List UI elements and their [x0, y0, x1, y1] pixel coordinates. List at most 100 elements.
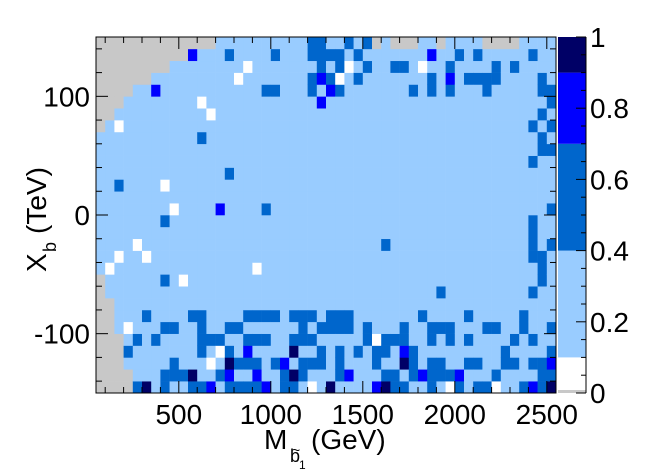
heatmap-cell: [206, 96, 216, 109]
heatmap-cell: [298, 203, 308, 216]
heatmap-cell: [307, 381, 318, 394]
heatmap-cell: [178, 155, 189, 168]
heatmap-cell: [289, 191, 299, 204]
heatmap-cell: [206, 167, 216, 180]
heatmap-cell: [243, 120, 253, 133]
heatmap-cell: [270, 298, 281, 311]
heatmap-cell: [316, 96, 327, 109]
heatmap-cell: [445, 155, 456, 168]
heatmap-cell: [427, 262, 437, 275]
heatmap-cell: [105, 96, 115, 109]
heatmap-cell: [372, 215, 382, 228]
heatmap-cell: [289, 167, 299, 180]
heatmap-cell: [445, 203, 456, 216]
heatmap-cell: [169, 298, 180, 311]
heatmap-cell: [280, 215, 290, 228]
heatmap-cell: [215, 226, 226, 240]
heatmap-cell: [169, 226, 180, 240]
color-scale-tick-label: 0.2: [590, 307, 629, 338]
heatmap-cell: [142, 321, 152, 334]
heatmap-cell: [169, 333, 180, 346]
heatmap-cell: [243, 203, 253, 216]
heatmap-cell: [298, 250, 308, 263]
heatmap-cell: [482, 357, 492, 370]
heatmap-cell: [252, 143, 262, 156]
heatmap-cell: [206, 238, 216, 251]
heatmap-cell: [418, 84, 428, 97]
heatmap-cell: [160, 309, 170, 323]
heatmap-cell: [114, 333, 124, 346]
heatmap-cell: [114, 179, 124, 192]
heatmap-cell: [436, 131, 446, 145]
heatmap-cell: [408, 120, 419, 133]
heatmap-cell: [178, 167, 189, 180]
heatmap-cell: [344, 298, 354, 311]
heatmap-cell: [169, 131, 180, 145]
heatmap-cell: [215, 72, 226, 85]
heatmap-cell: [151, 369, 161, 382]
heatmap-cell: [96, 120, 106, 133]
heatmap-cell: [289, 131, 299, 145]
heatmap-cell: [142, 203, 152, 216]
heatmap-cell: [298, 369, 308, 382]
heatmap-cell: [335, 179, 345, 192]
heatmap-cell: [335, 60, 345, 73]
heatmap-cell: [160, 250, 170, 263]
heatmap-cell: [307, 298, 318, 311]
heatmap-cell: [546, 333, 557, 346]
heatmap-cell: [372, 274, 382, 287]
heatmap-cell: [335, 96, 345, 109]
heatmap-cell: [96, 357, 106, 370]
heatmap-cell: [298, 84, 308, 97]
heatmap-cell: [169, 238, 180, 251]
heatmap-cell: [197, 215, 207, 228]
heatmap-cell: [344, 286, 354, 299]
heatmap-cell: [510, 179, 520, 192]
heatmap-cell: [510, 381, 520, 394]
heatmap-cell: [243, 108, 253, 121]
heatmap-cell: [473, 309, 483, 323]
heatmap-cell: [215, 250, 226, 263]
heatmap-cell: [169, 215, 180, 228]
heatmap-cell: [326, 286, 336, 299]
heatmap-cell: [215, 60, 226, 73]
heatmap-cell: [188, 72, 198, 85]
heatmap-cell: [362, 179, 373, 192]
heatmap-cell: [142, 108, 152, 121]
heatmap-cell: [546, 357, 557, 370]
heatmap-cell: [96, 381, 106, 394]
heatmap-cell: [316, 60, 327, 73]
heatmap-cell: [178, 37, 189, 50]
heatmap-cell: [96, 191, 106, 204]
heatmap-cell: [482, 72, 492, 85]
heatmap-cell: [454, 262, 465, 275]
heatmap-cell: [335, 381, 345, 394]
heatmap-cell: [399, 250, 410, 263]
heatmap-cell: [546, 120, 557, 133]
heatmap-cell: [151, 37, 161, 50]
heatmap-cell: [427, 143, 437, 156]
heatmap-cell: [362, 60, 373, 73]
heatmap-cell: [261, 84, 272, 97]
heatmap-cell: [436, 274, 446, 287]
heatmap-cell: [427, 179, 437, 192]
heatmap-cell: [215, 179, 226, 192]
heatmap-cell: [353, 72, 364, 85]
heatmap-cell: [326, 84, 336, 97]
heatmap-cell: [353, 143, 364, 156]
heatmap-cell: [188, 262, 198, 275]
heatmap-cell: [528, 167, 538, 180]
heatmap-cell: [510, 286, 520, 299]
heatmap-cell: [234, 84, 244, 97]
heatmap-cell: [381, 108, 391, 121]
heatmap-cell: [344, 84, 354, 97]
heatmap-cell: [270, 203, 281, 216]
heatmap-cell: [491, 345, 502, 358]
heatmap-cell: [298, 262, 308, 275]
heatmap-cell: [418, 191, 428, 204]
heatmap-cell: [353, 345, 364, 358]
heatmap-cell: [491, 143, 502, 156]
heatmap-cell: [335, 250, 345, 263]
heatmap-cell: [307, 369, 318, 382]
heatmap-cell: [418, 357, 428, 370]
